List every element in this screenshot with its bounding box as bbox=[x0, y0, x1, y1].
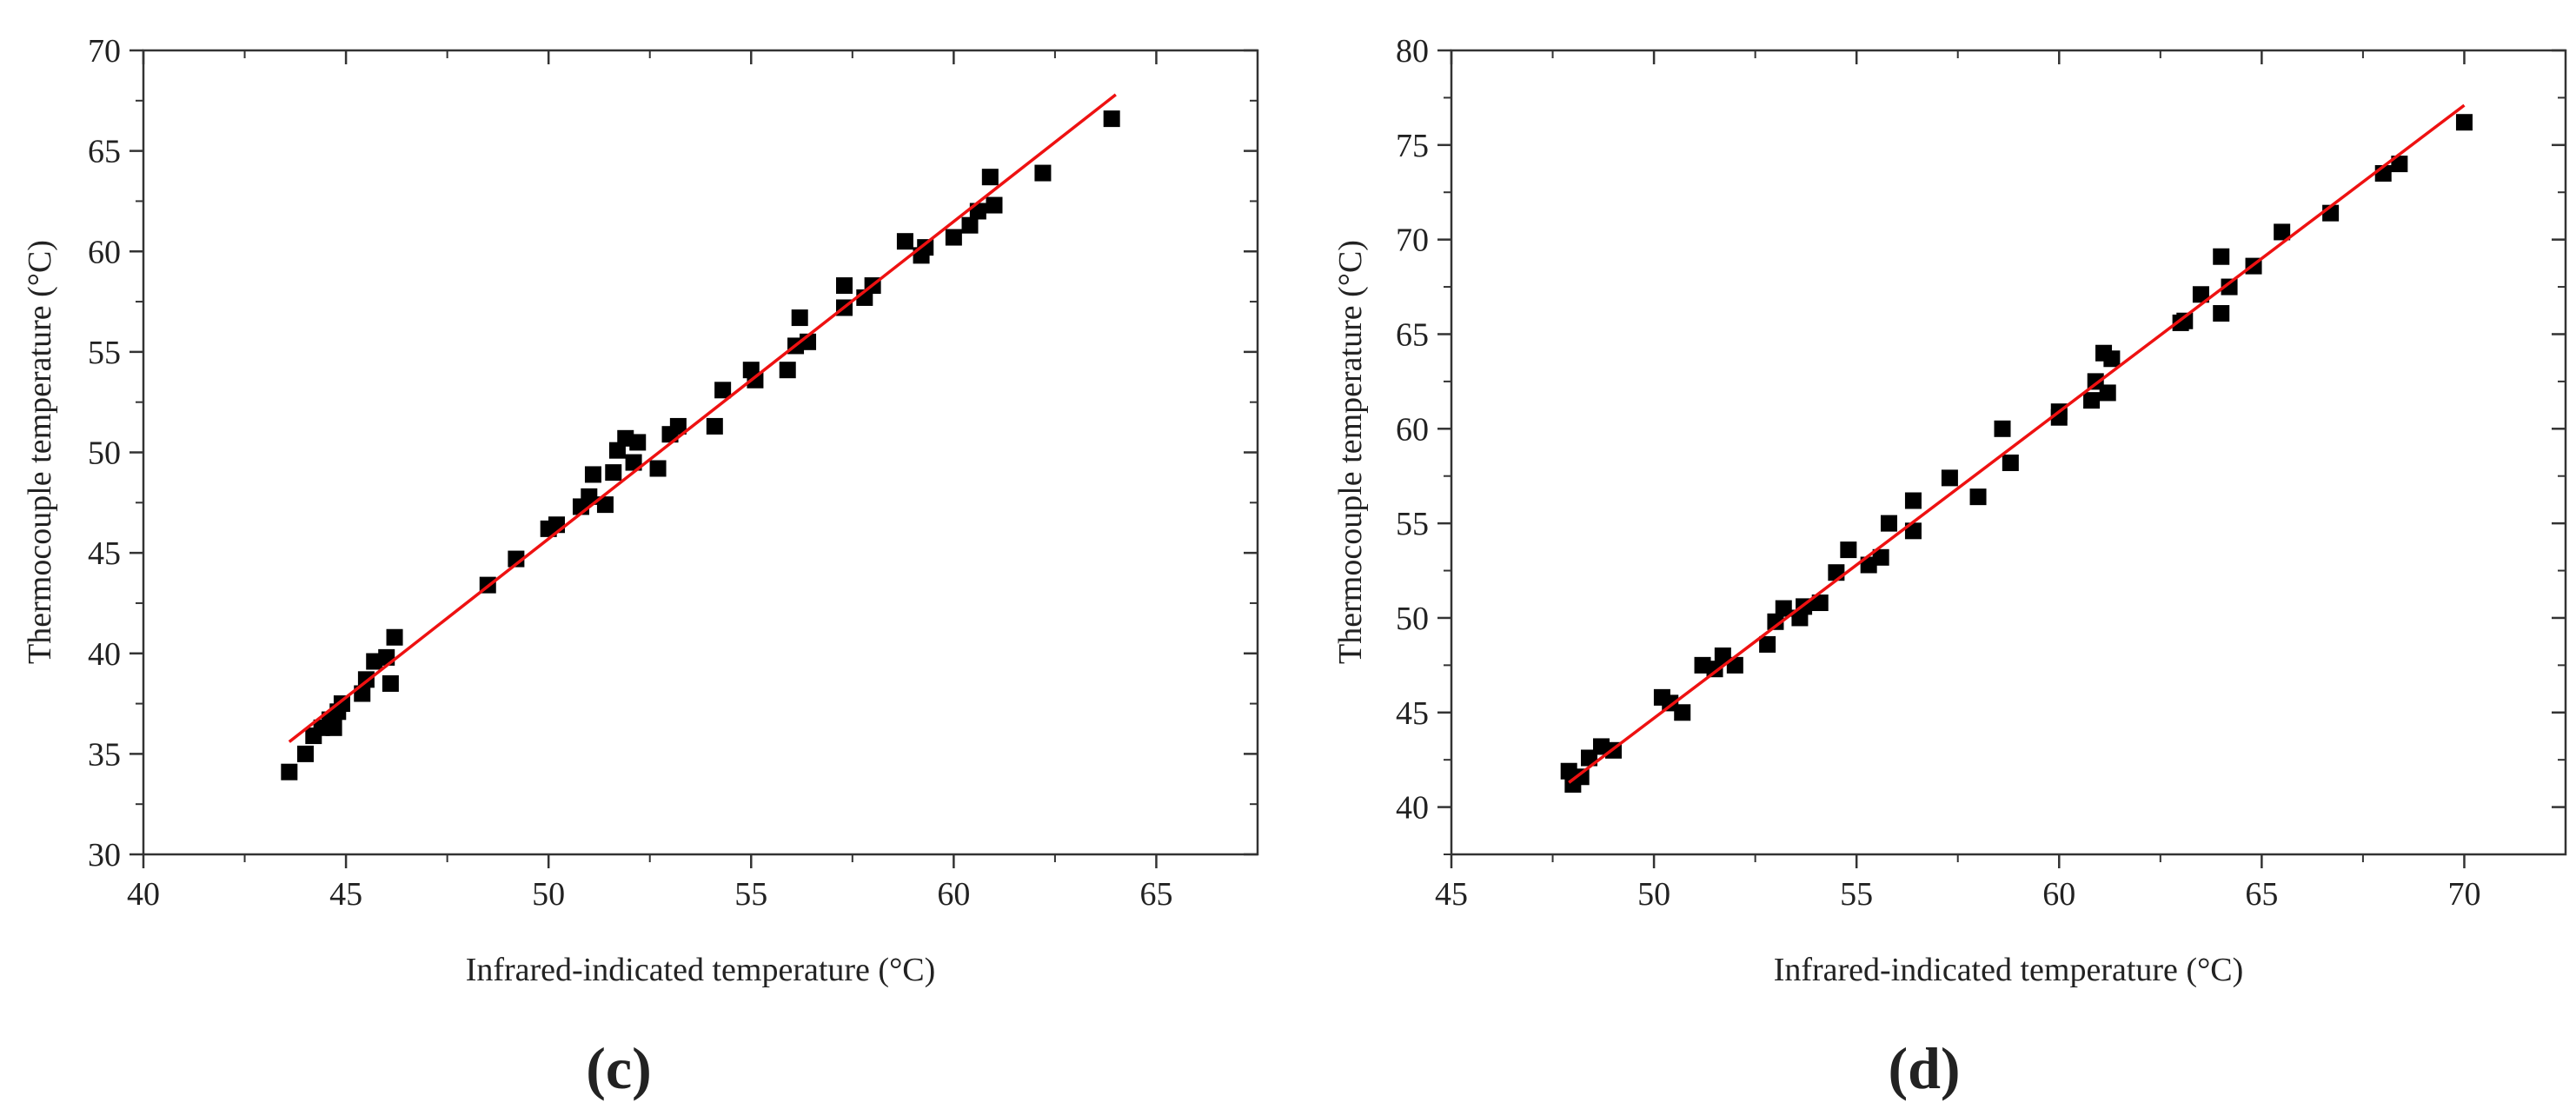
data-point-c bbox=[296, 745, 314, 762]
x-tick-label-d: 65 bbox=[2245, 876, 2278, 913]
x-tick-label-c: 55 bbox=[734, 876, 767, 913]
panel-c: 40 45 50 55 60 65 30 35 40 45 50 55 60 65 70 Infrared-… bbox=[22, 33, 1259, 1101]
data-point-c bbox=[1103, 110, 1120, 128]
x-tick-label-d: 70 bbox=[2447, 876, 2480, 913]
data-point-c bbox=[1034, 164, 1052, 182]
data-point-c bbox=[714, 382, 732, 399]
data-point-d bbox=[2083, 392, 2101, 409]
data-point-d bbox=[1767, 613, 1784, 630]
data-point-c bbox=[581, 488, 598, 505]
data-point-c bbox=[629, 434, 647, 451]
data-point-d bbox=[1994, 420, 2011, 437]
panel-label-c: (c) bbox=[586, 1035, 651, 1101]
panel-label-d: (d) bbox=[1888, 1035, 1960, 1101]
y-tick-label-c: 30 bbox=[88, 837, 121, 874]
data-point-d bbox=[1759, 635, 1776, 653]
x-axis-label-d: Infrared-indicated temperature (°C) bbox=[1774, 952, 2244, 988]
x-tick-label-d: 50 bbox=[1637, 876, 1670, 913]
data-point-c bbox=[791, 309, 808, 327]
data-point-c bbox=[378, 648, 395, 666]
data-point-d bbox=[2221, 278, 2238, 296]
data-point-c bbox=[706, 417, 723, 435]
data-point-c bbox=[917, 239, 934, 256]
data-point-c bbox=[325, 719, 342, 736]
data-point-d bbox=[1775, 600, 1792, 617]
data-point-d bbox=[2192, 286, 2209, 303]
y-tick-label-c: 55 bbox=[88, 335, 121, 371]
data-point-d bbox=[1880, 515, 1897, 532]
data-point-c bbox=[333, 695, 350, 713]
y-tick-label-c: 35 bbox=[88, 736, 121, 773]
x-tick-label-c: 45 bbox=[329, 876, 362, 913]
y-tick-label-d: 65 bbox=[1396, 316, 1429, 353]
y-tick-label-c: 45 bbox=[88, 535, 121, 572]
data-point-c bbox=[625, 454, 642, 471]
data-point-c bbox=[281, 763, 298, 781]
y-axis-label-c: Thermocouple temperature (°C) bbox=[22, 240, 58, 664]
data-point-d bbox=[2176, 312, 2194, 329]
data-point-c bbox=[981, 169, 999, 186]
data-point-d bbox=[1572, 768, 1590, 786]
x-tick-label-c: 50 bbox=[532, 876, 565, 913]
panel-d: 45 50 55 60 65 70 40 45 50 55 60 65 70 75 80 Infrared-… bbox=[1332, 33, 2567, 1101]
data-point-d bbox=[2274, 223, 2291, 241]
data-point-d bbox=[1969, 488, 1987, 506]
data-point-d bbox=[2213, 248, 2230, 265]
data-point-d bbox=[1872, 548, 1889, 566]
data-point-c bbox=[986, 196, 1003, 214]
data-point-d bbox=[2213, 305, 2230, 322]
y-tick-label-d: 70 bbox=[1396, 223, 1429, 259]
x-tick-label-c: 40 bbox=[127, 876, 160, 913]
data-point-c bbox=[584, 466, 601, 483]
y-tick-label-d: 80 bbox=[1396, 33, 1429, 70]
data-point-c bbox=[386, 628, 403, 646]
x-tick-label-d: 55 bbox=[1840, 876, 1873, 913]
data-point-c bbox=[508, 550, 525, 568]
data-point-c bbox=[896, 233, 913, 250]
y-axis-label-d: Thermocouple temperature (°C) bbox=[1332, 240, 1369, 664]
x-tick-label-c: 60 bbox=[937, 876, 970, 913]
data-point-d bbox=[2391, 156, 2408, 173]
data-point-c bbox=[961, 216, 979, 234]
x-tick-label-d: 60 bbox=[2042, 876, 2075, 913]
data-point-c bbox=[649, 460, 667, 477]
x-tick-label-d: 45 bbox=[1435, 876, 1468, 913]
y-tick-label-d: 50 bbox=[1396, 601, 1429, 637]
data-point-d bbox=[2002, 454, 2019, 471]
fit-line-d bbox=[1568, 103, 2466, 784]
fit-line-c bbox=[288, 93, 1117, 743]
data-point-c bbox=[835, 277, 853, 295]
data-point-d bbox=[1941, 469, 1958, 487]
x-axis-label-c: Infrared-indicated temperature (°C) bbox=[466, 952, 936, 988]
y-tick-label-d: 75 bbox=[1396, 128, 1429, 164]
data-point-c bbox=[747, 371, 764, 389]
data-point-c bbox=[779, 362, 796, 379]
data-point-d bbox=[1674, 704, 1691, 721]
data-point-d bbox=[1904, 492, 1922, 509]
y-tick-label-c: 50 bbox=[88, 435, 121, 472]
data-point-d bbox=[1828, 564, 1845, 581]
data-point-c bbox=[382, 674, 399, 692]
y-tick-label-d: 40 bbox=[1396, 790, 1429, 827]
data-point-c bbox=[605, 464, 622, 482]
y-tick-label-d: 45 bbox=[1396, 695, 1429, 732]
plot-frame-d bbox=[1450, 49, 2567, 856]
data-point-d bbox=[2103, 350, 2121, 368]
data-point-d bbox=[1840, 541, 1857, 559]
data-point-d bbox=[1811, 595, 1829, 612]
data-point-d bbox=[2455, 114, 2473, 131]
data-point-d bbox=[1706, 661, 1723, 678]
y-tick-label-c: 60 bbox=[88, 234, 121, 270]
data-point-c bbox=[596, 496, 614, 514]
y-tick-label-c: 40 bbox=[88, 636, 121, 673]
y-tick-label-d: 55 bbox=[1396, 506, 1429, 542]
y-tick-label-c: 70 bbox=[88, 33, 121, 70]
data-point-c bbox=[669, 417, 687, 435]
y-tick-label-d: 60 bbox=[1396, 411, 1429, 448]
x-tick-label-c: 65 bbox=[1139, 876, 1172, 913]
data-point-c bbox=[945, 229, 962, 246]
y-tick-label-c: 65 bbox=[88, 134, 121, 170]
data-point-d bbox=[2099, 384, 2116, 402]
